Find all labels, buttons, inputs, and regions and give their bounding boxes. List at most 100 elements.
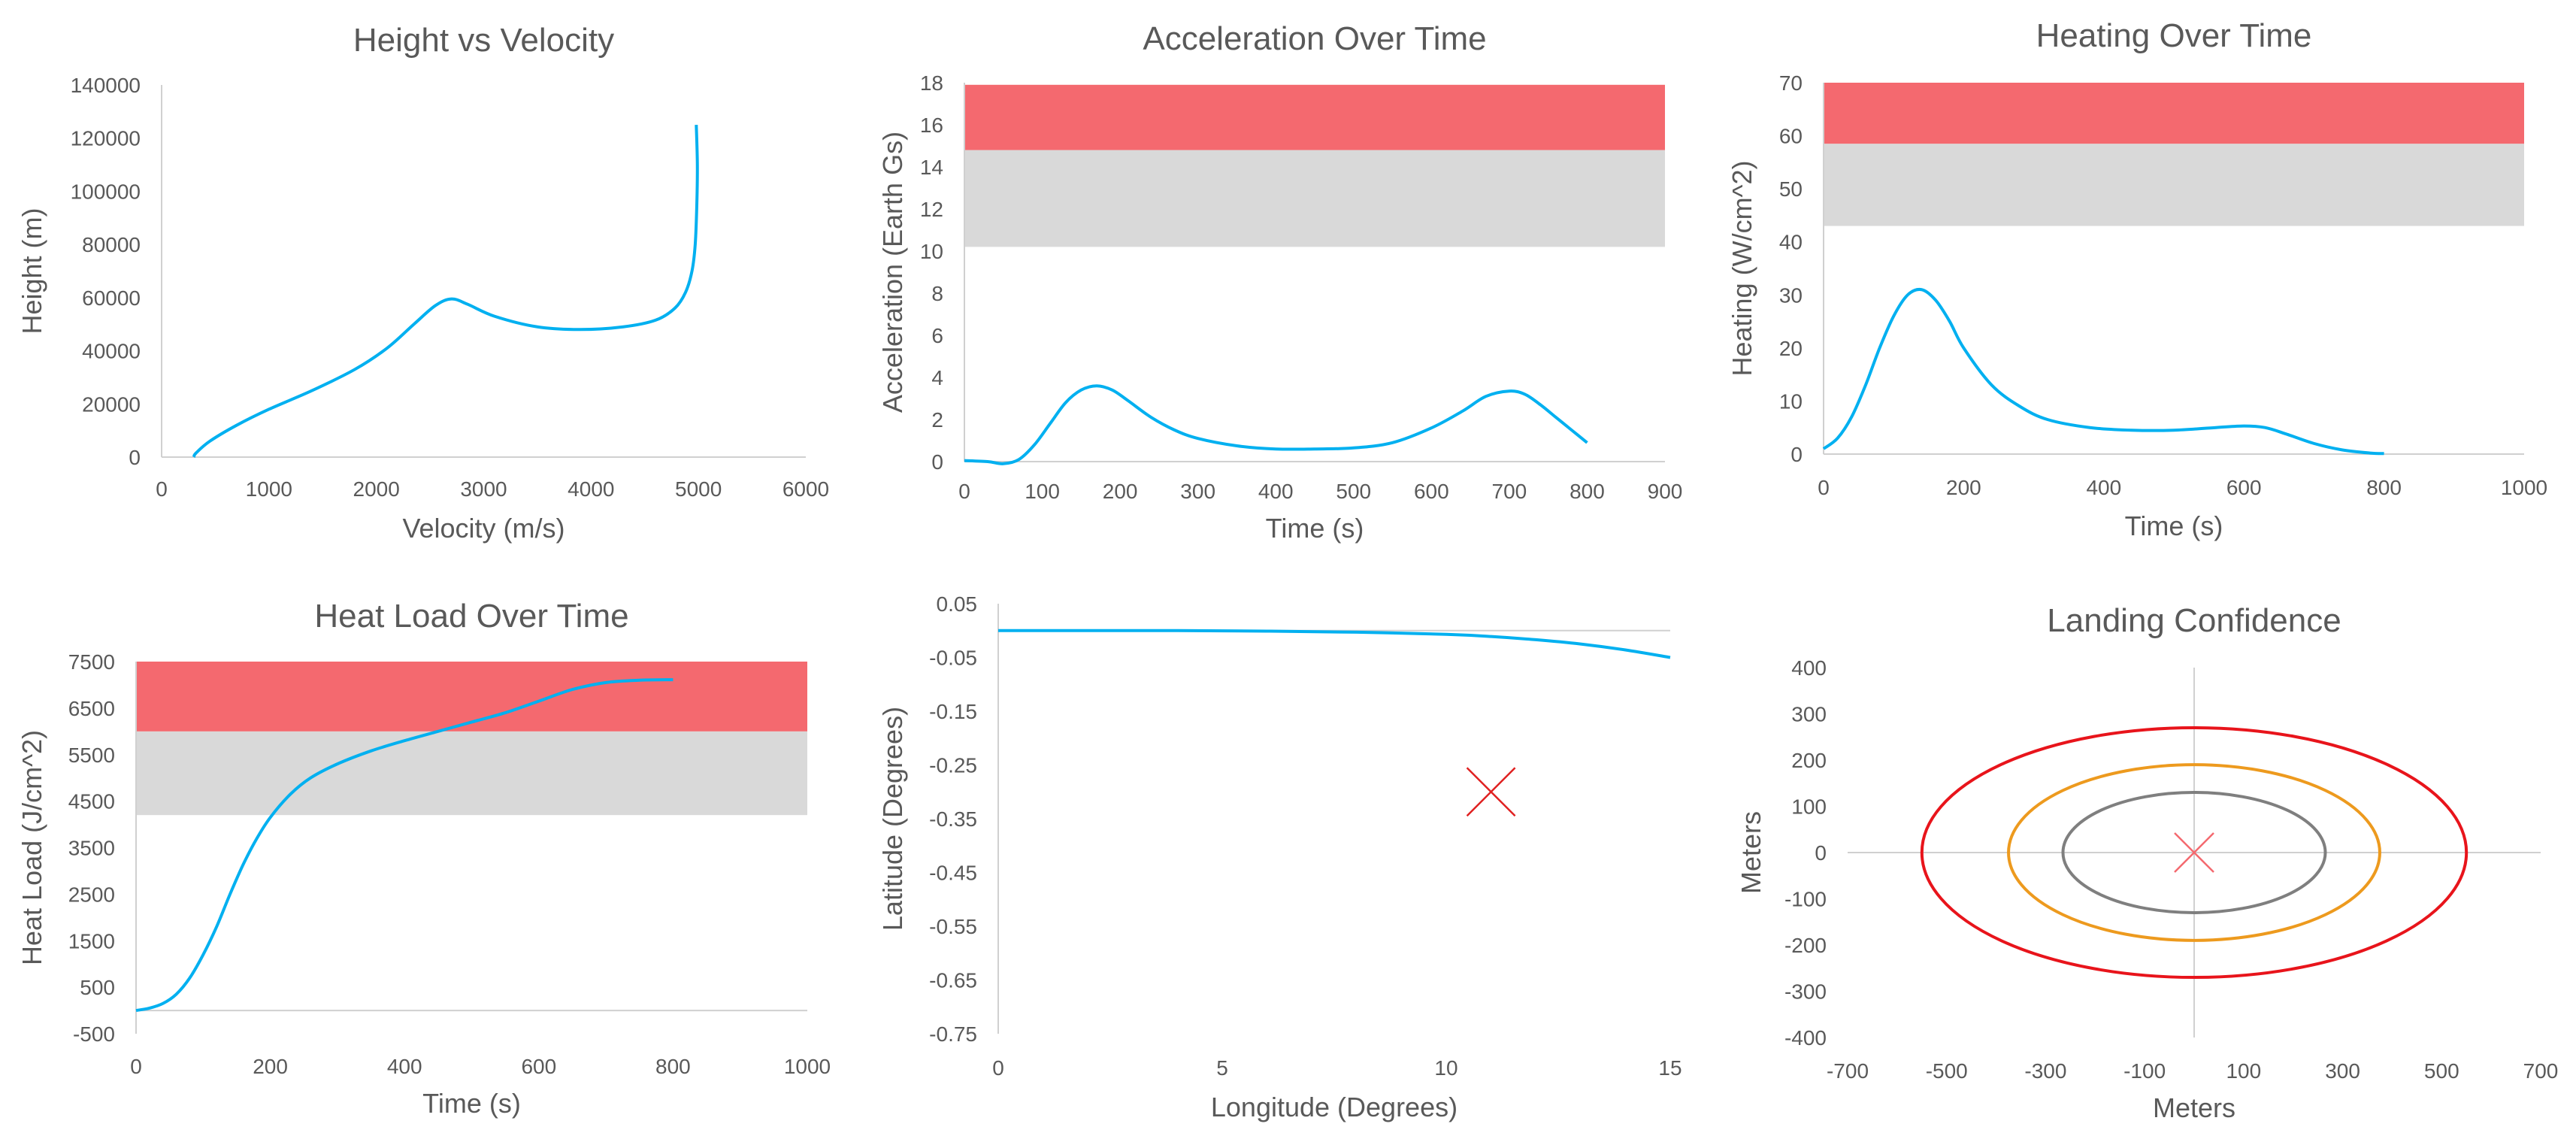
- x-tick-label: 500: [1336, 480, 1371, 503]
- x-tick-label: 200: [1103, 480, 1138, 503]
- y-tick-label: 18: [920, 71, 943, 95]
- x-tick-label: 600: [2226, 476, 2262, 499]
- x-tick-label: -300: [2024, 1059, 2066, 1083]
- chart-landing-confidence: -400 -300 -200 -100 0 100 200 300 400 -700 -500 -30…: [1736, 602, 2558, 1123]
- x-tick-label: 0: [958, 480, 970, 503]
- x-tick-label: 0: [156, 477, 168, 501]
- y-tick-label: 120000: [71, 127, 141, 150]
- y-axis-label: Heating (W/cm^2): [1727, 161, 1757, 377]
- confidence-ellipse-inner: [2061, 791, 2327, 914]
- target-marker: [2174, 832, 2214, 873]
- threshold-band-gray: [964, 150, 1665, 247]
- series-line: [135, 678, 674, 1013]
- x-axis-label: Time (s): [422, 1088, 521, 1119]
- x-tick-label: 800: [1570, 480, 1605, 503]
- y-tick-label: -0.35: [929, 807, 977, 831]
- y-tick-label: 400: [1791, 656, 1827, 680]
- x-tick-label: 0: [992, 1056, 1004, 1080]
- x-tick-label: 700: [2523, 1059, 2559, 1083]
- x-tick-label: 4000: [568, 477, 614, 501]
- y-tick-label: -0.15: [929, 700, 977, 723]
- y-tick-label: 500: [80, 976, 115, 999]
- y-tick-label: 200: [1791, 749, 1827, 772]
- y-tick-label: -0.05: [929, 647, 977, 670]
- y-axis-label: Height (m): [17, 207, 47, 334]
- y-axis-label: Latitude (Degrees): [877, 707, 908, 931]
- x-tick-label: 1000: [2501, 476, 2547, 499]
- chart-heating-time: 0 10 20 30 40 50 60 70 0 200 400 600 800 1000 Heating …: [1727, 17, 2547, 541]
- x-tick-label: 0: [130, 1055, 142, 1078]
- x-axis-label: Time (s): [1266, 513, 1364, 544]
- chart-lat-lon: 0.05 -0.05 -0.15 -0.25 -0.35 -0.45 -0.55 -0.65 -…: [877, 592, 1682, 1122]
- y-tick-label: 0: [1790, 443, 1803, 466]
- x-tick-label: 200: [253, 1055, 288, 1078]
- y-tick-label: 10: [920, 240, 943, 263]
- x-tick-label: 5000: [675, 477, 722, 501]
- x-tick-label: -100: [2123, 1059, 2166, 1083]
- y-tick-label: 7500: [68, 650, 115, 674]
- y-tick-label: -0.65: [929, 969, 977, 992]
- y-tick-label: 20: [1779, 337, 1803, 360]
- x-tick-label: 700: [1492, 480, 1527, 503]
- y-tick-label: 140000: [71, 74, 141, 97]
- y-tick-label: -500: [73, 1022, 115, 1046]
- y-tick-label: 4: [931, 366, 943, 389]
- x-tick-label: 100: [2226, 1059, 2261, 1083]
- x-tick-label: 15: [1658, 1056, 1682, 1080]
- series-line: [1822, 287, 2384, 456]
- x-axis-label: Velocity (m/s): [402, 513, 565, 544]
- y-tick-label: 0.05: [937, 592, 978, 616]
- y-tick-label: 0: [129, 446, 141, 469]
- x-tick-label: 500: [2424, 1059, 2459, 1083]
- y-axis-label: Heat Load (J/cm^2): [17, 730, 47, 965]
- y-tick-label: 2500: [68, 883, 115, 906]
- chart-title: Landing Confidence: [2047, 602, 2341, 639]
- x-tick-label: 100: [1025, 480, 1060, 503]
- x-tick-label: 10: [1434, 1056, 1458, 1080]
- y-axis-label: Meters: [1736, 811, 1766, 894]
- series-line: [964, 384, 1588, 465]
- y-tick-label: -0.25: [929, 754, 977, 777]
- y-tick-label: -100: [1784, 888, 1827, 911]
- series-line: [192, 124, 699, 458]
- threshold-band-red: [136, 662, 807, 732]
- y-tick-label: 80000: [82, 233, 141, 256]
- chart-height-velocity: 0 20000 40000 60000 80000 100000 120000 140000 0…: [17, 22, 829, 544]
- x-tick-label: 800: [655, 1055, 691, 1078]
- threshold-band-gray: [1824, 144, 2524, 226]
- y-tick-label: -400: [1784, 1026, 1827, 1050]
- y-tick-label: 4500: [68, 790, 115, 813]
- y-tick-label: 300: [1791, 703, 1827, 726]
- y-tick-label: 100000: [71, 180, 141, 203]
- y-tick-label: -0.55: [929, 915, 977, 938]
- chart-title: Heat Load Over Time: [314, 598, 628, 635]
- chart-title: Height vs Velocity: [353, 22, 614, 59]
- threshold-band-gray: [136, 731, 807, 816]
- x-tick-label: 400: [1258, 480, 1294, 503]
- y-tick-label: -200: [1784, 934, 1827, 957]
- y-tick-label: 70: [1779, 71, 1803, 95]
- y-tick-label: -0.45: [929, 862, 977, 885]
- x-tick-label: 400: [387, 1055, 422, 1078]
- x-tick-label: 2000: [353, 477, 400, 501]
- y-tick-label: 0: [931, 450, 943, 474]
- y-tick-label: 3500: [68, 837, 115, 860]
- x-tick-label: 600: [1414, 480, 1449, 503]
- chart-title: Acceleration Over Time: [1143, 20, 1486, 57]
- threshold-band-red: [964, 84, 1665, 150]
- threshold-band-red: [1824, 83, 2524, 144]
- x-tick-label: 300: [1180, 480, 1215, 503]
- y-tick-label: 5500: [68, 744, 115, 767]
- x-tick-label: -500: [1926, 1059, 1968, 1083]
- y-tick-label: 14: [920, 156, 943, 179]
- x-axis-label: Meters: [2153, 1092, 2235, 1123]
- x-tick-label: 5: [1216, 1056, 1228, 1080]
- confidence-ellipse-mid: [2007, 763, 2381, 942]
- x-tick-label: 400: [2086, 476, 2121, 499]
- y-tick-label: 2: [931, 408, 943, 432]
- x-tick-label: 300: [2325, 1059, 2360, 1083]
- chart-heatload-time: -500 500 1500 2500 3500 4500 5500 6500 7500 0 200 4…: [17, 598, 831, 1119]
- chart-acceleration-time: 0 2 4 6 8 10 12 14 16 18 0 100 200 300 400 500 600 700 800…: [877, 20, 1682, 544]
- y-tick-label: 40: [1779, 231, 1803, 254]
